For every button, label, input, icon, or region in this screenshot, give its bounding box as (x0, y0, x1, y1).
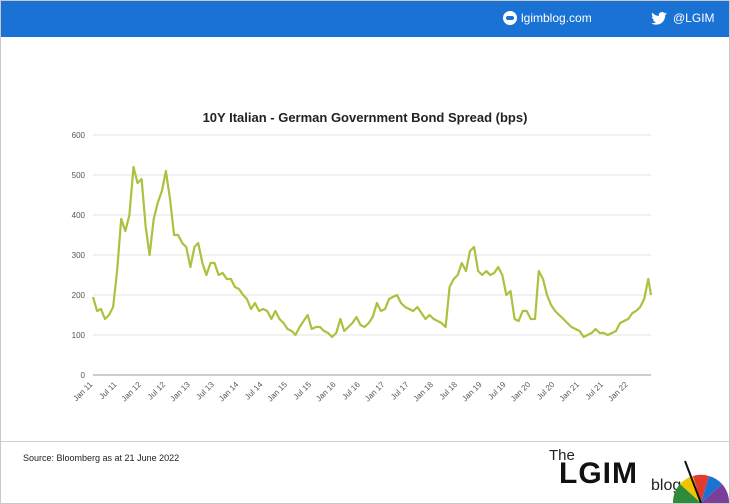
x-tick-label: Jan 20 (509, 380, 533, 404)
x-tick-label: Jul 21 (584, 380, 606, 402)
site-label: lgimblog.com (521, 11, 592, 25)
x-tick-label: Jan 12 (120, 380, 144, 404)
lgim-blog-logo: The LGIM blog (549, 447, 729, 503)
x-tick-label: Jul 14 (243, 380, 265, 402)
y-tick-label: 0 (81, 371, 86, 380)
y-tick-label: 300 (72, 251, 86, 260)
x-axis-ticks: Jan 11 Jul 11 Jan 12 Jul 12 Jan 13 Jul 13 Jan … (71, 380, 630, 404)
brand-name: LGIM (559, 457, 638, 490)
x-tick-label: Jul 20 (535, 380, 557, 402)
x-tick-label: Jul 13 (194, 380, 216, 402)
chart-title: 10Y Italian - German Government Bond Spr… (203, 110, 528, 125)
y-tick-label: 500 (72, 171, 86, 180)
twitter-bird-icon (651, 11, 667, 25)
twitter-label: @LGIM (673, 11, 715, 25)
x-tick-label: Jul 19 (486, 380, 508, 402)
y-axis-ticks: 0 100 200 300 400 500 600 (72, 131, 86, 380)
y-tick-label: 200 (72, 291, 86, 300)
x-tick-label: Jan 21 (558, 380, 582, 404)
x-tick-label: Jan 22 (606, 380, 630, 404)
x-tick-label: Jul 15 (292, 380, 314, 402)
y-tick-label: 400 (72, 211, 86, 220)
x-tick-label: Jan 14 (217, 380, 241, 404)
x-tick-label: Jan 13 (168, 380, 192, 404)
y-tick-label: 600 (72, 131, 86, 140)
x-tick-label: Jul 12 (146, 380, 168, 402)
twitter-link[interactable]: @LGIM (651, 11, 715, 25)
x-tick-label: Jan 18 (412, 380, 436, 404)
x-tick-label: Jul 17 (389, 380, 411, 402)
globe-icon (503, 11, 517, 25)
header-bar: lgimblog.com @LGIM (1, 1, 729, 37)
y-tick-label: 100 (72, 331, 86, 340)
gridlines (93, 134, 651, 376)
series-line (91, 165, 653, 339)
x-tick-label: Jan 15 (266, 380, 290, 404)
source-note: Source: Bloomberg as at 21 June 2022 (23, 453, 180, 463)
footer-divider (1, 441, 729, 442)
x-tick-label: Jan 16 (314, 380, 338, 404)
x-tick-label: Jul 11 (97, 380, 118, 401)
umbrella-icon (673, 460, 729, 503)
x-tick-label: Jul 16 (340, 380, 362, 402)
x-tick-label: Jan 11 (71, 380, 94, 403)
line-chart: 10Y Italian - German Government Bond Spr… (71, 110, 653, 404)
brand-the: The (549, 447, 575, 464)
site-link[interactable]: lgimblog.com (503, 11, 592, 25)
x-tick-label: Jul 18 (438, 380, 460, 402)
x-tick-label: Jan 17 (363, 380, 387, 404)
brand-blog: blog (651, 477, 682, 494)
x-tick-label: Jan 19 (460, 380, 484, 404)
